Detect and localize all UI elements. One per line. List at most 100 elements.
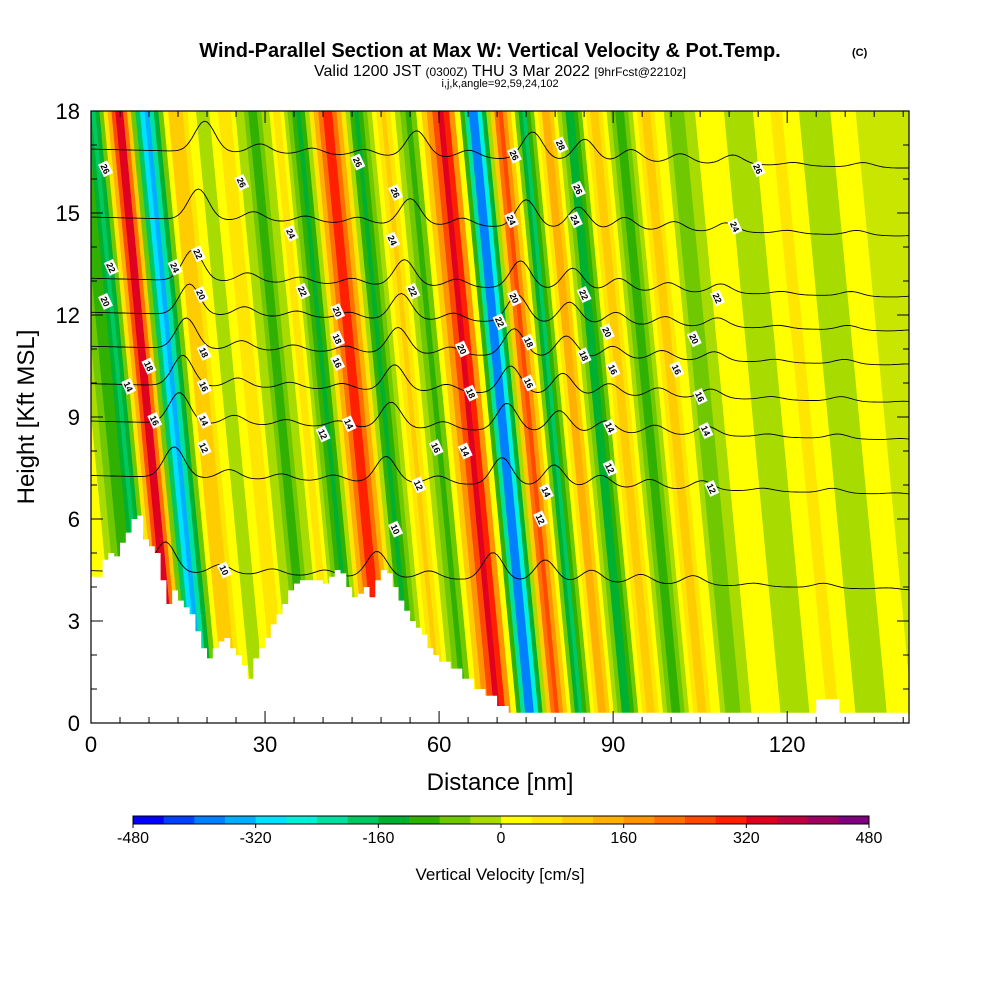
contour-label: 16	[692, 388, 708, 406]
theta-contour-24	[91, 188, 909, 237]
velocity-band	[573, 111, 637, 723]
contour-label-text: 26	[751, 162, 764, 175]
contour-label: 24	[385, 231, 401, 249]
contour-label-text: 24	[168, 261, 181, 274]
contour-label: 24	[567, 211, 583, 229]
velocity-band	[287, 111, 351, 723]
colorbar-swatch	[562, 816, 594, 824]
contour-label: 24	[727, 218, 743, 236]
contour-label: 22	[295, 282, 311, 300]
velocity-band	[269, 111, 332, 723]
contour-label-text: 26	[98, 162, 111, 175]
velocity-band	[204, 111, 268, 723]
velocity-band	[327, 111, 391, 723]
chart-subtitle-indices: i,j,k,angle=92,59,24,102	[441, 78, 558, 90]
contour-label-box	[538, 483, 554, 501]
velocity-band	[322, 111, 386, 723]
contour-label-box	[602, 418, 618, 436]
velocity-band	[135, 111, 199, 723]
contour-label: 20	[686, 330, 702, 348]
contour-label-text: 20	[98, 295, 111, 308]
velocity-band	[235, 111, 299, 723]
y-tick-label: 15	[56, 201, 80, 226]
velocity-band	[510, 111, 574, 723]
velocity-band	[468, 111, 532, 723]
contour-label-box	[454, 340, 470, 358]
contour-label-text: 20	[507, 292, 520, 305]
contour-label-box	[504, 211, 520, 229]
contour-label-box	[567, 211, 583, 229]
velocity-band	[741, 111, 806, 723]
velocity-band	[694, 111, 760, 723]
x-tick-label: 90	[601, 732, 625, 757]
contour-label: 14	[457, 442, 473, 460]
colorbar-swatch	[715, 816, 747, 824]
colorbar-tick-label: -480	[117, 830, 149, 847]
velocity-band	[380, 111, 445, 723]
contour-label-box	[686, 330, 702, 348]
contour-label-text: 14	[699, 424, 712, 437]
velocity-band	[658, 111, 723, 723]
contour-label-box	[570, 180, 586, 198]
contour-label: 14	[538, 483, 554, 501]
velocity-band	[443, 111, 508, 723]
subtitle-forecast: [9hrFcst@2210z]	[594, 65, 686, 79]
contour-label-text: 18	[142, 360, 155, 373]
velocity-band	[825, 111, 889, 723]
velocity-band	[296, 111, 359, 723]
contour-label: 18	[521, 333, 537, 351]
velocity-band	[341, 111, 404, 723]
contour-label-box	[315, 425, 331, 443]
velocity-band	[549, 111, 612, 723]
velocity-band	[565, 111, 629, 723]
velocity-band	[367, 111, 431, 723]
contour-label-box	[533, 510, 549, 528]
contour-label: 14	[341, 415, 357, 433]
velocity-band	[844, 111, 909, 723]
chart-title: Wind-Parallel Section at Max W: Vertical…	[199, 40, 780, 62]
y-tick-label: 3	[68, 609, 80, 634]
theta-contour-26	[91, 120, 909, 169]
contour-label-text: 12	[603, 462, 616, 475]
contour-label-box	[283, 224, 299, 242]
chart-title-block: Wind-Parallel Section at Max W: Vertical…	[199, 40, 867, 90]
contour-label: 20	[454, 340, 470, 358]
colorbar-swatch	[777, 816, 809, 824]
velocity-band	[514, 111, 578, 723]
contour-label: 16	[330, 354, 346, 372]
velocity-band	[598, 111, 661, 723]
colorbar-title: Vertical Velocity [cm/s]	[415, 865, 584, 884]
colorbar-swatch	[133, 816, 165, 824]
contour-label-box	[388, 520, 404, 538]
velocity-band	[679, 111, 743, 723]
velocity-band	[814, 111, 879, 723]
velocity-band	[641, 111, 705, 723]
contour-label-text: 18	[464, 387, 477, 400]
contour-label: 26	[350, 153, 366, 171]
contour-label-box	[385, 231, 401, 249]
velocity-band	[309, 111, 373, 723]
contour-label: 18	[576, 347, 592, 365]
contour-label-text: 20	[687, 332, 700, 345]
contour-label-text: 18	[330, 332, 343, 345]
colorbar-swatch	[286, 816, 318, 824]
contour-label-box	[295, 282, 311, 300]
contour-label: 18	[141, 357, 157, 375]
velocity-band	[602, 111, 666, 723]
contour-label: 26	[570, 180, 586, 198]
contour-label-text: 16	[670, 363, 683, 376]
velocity-band	[248, 111, 312, 723]
velocity-band	[830, 111, 894, 723]
contour-label-box	[98, 160, 113, 178]
theta-contour-14	[91, 392, 909, 440]
colorbar-swatch	[746, 816, 778, 824]
velocity-band	[226, 111, 290, 723]
colorbar-swatch	[593, 816, 625, 824]
velocity-band	[594, 111, 657, 723]
colorbar-tick-label: -320	[240, 830, 272, 847]
subtitle-utc: (0300Z)	[426, 65, 468, 79]
colorbar-swatch	[317, 816, 349, 824]
contour-label-box	[388, 184, 404, 202]
velocity-band	[149, 111, 213, 723]
contour-label-text: 20	[455, 343, 468, 356]
